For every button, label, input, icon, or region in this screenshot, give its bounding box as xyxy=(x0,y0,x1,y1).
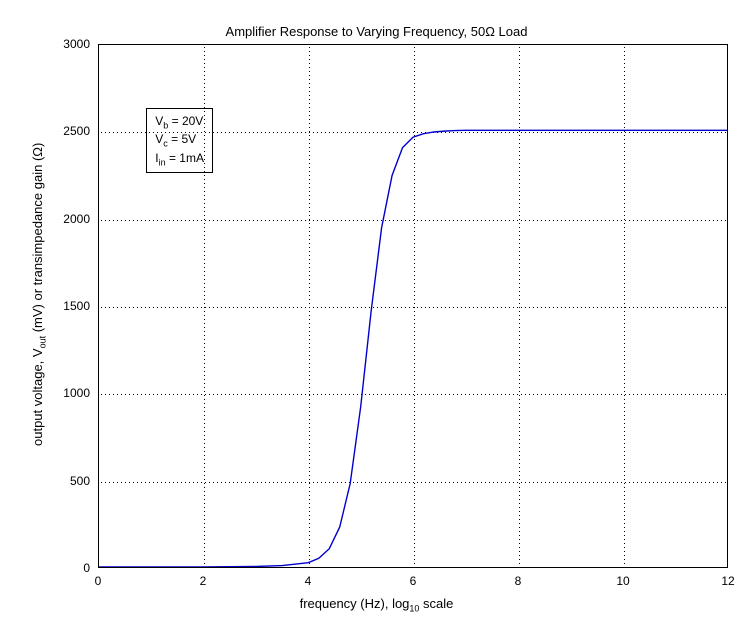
y-axis-label: output voltage, Vout (mV) or transimpeda… xyxy=(30,143,48,446)
info-box: Vb = 20VVc = 5VIin = 1mA xyxy=(146,108,213,174)
plot-area: Vb = 20VVc = 5VIin = 1mA xyxy=(98,44,728,568)
x-tick-label: 2 xyxy=(200,574,207,588)
info-box-line: Vb = 20V xyxy=(155,113,204,132)
info-box-line: Iin = 1mA xyxy=(155,150,204,169)
y-tick-label: 2500 xyxy=(56,124,90,138)
y-tick-label: 3000 xyxy=(56,37,90,51)
y-tick-label: 1500 xyxy=(56,299,90,313)
x-axis-label: frequency (Hz), log10 scale xyxy=(0,596,753,614)
info-box-line: Vc = 5V xyxy=(155,131,204,150)
x-tick-label: 12 xyxy=(721,574,734,588)
y-tick-label: 2000 xyxy=(56,212,90,226)
y-tick-label: 1000 xyxy=(56,386,90,400)
figure: Amplifier Response to Varying Frequency,… xyxy=(0,0,753,632)
y-tick-label: 0 xyxy=(56,561,90,575)
x-tick-label: 0 xyxy=(95,574,102,588)
x-tick-label: 10 xyxy=(616,574,629,588)
x-tick-label: 4 xyxy=(305,574,312,588)
y-tick-label: 500 xyxy=(56,474,90,488)
chart-title: Amplifier Response to Varying Frequency,… xyxy=(0,24,753,39)
x-tick-label: 6 xyxy=(410,574,417,588)
x-tick-label: 8 xyxy=(515,574,522,588)
